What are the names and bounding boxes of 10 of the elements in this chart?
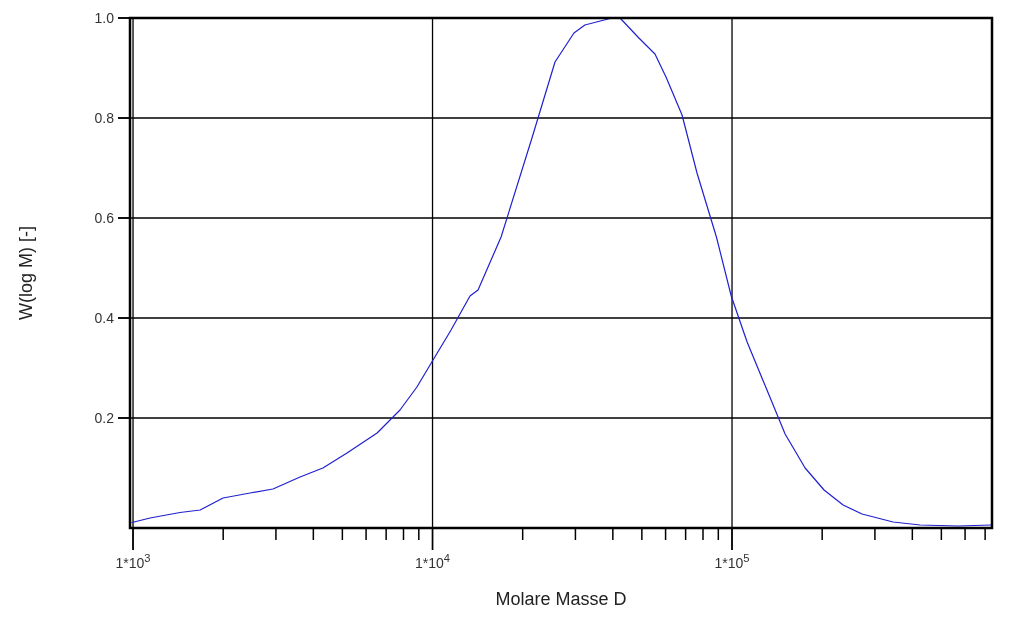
y-tick-label: 0.6 <box>94 209 115 226</box>
y-tick-label: 0.8 <box>94 109 115 126</box>
y-tick-label: 0.2 <box>94 409 115 426</box>
y-tick-label: 0.4 <box>94 309 115 326</box>
x-axis-title: Molare Masse D <box>495 589 627 609</box>
y-tick-label: 1.0 <box>94 9 115 26</box>
x-tick-label: 1*10$^{4}$ <box>415 552 451 571</box>
y-axis-title: W(log M) [-] <box>16 226 36 320</box>
x-tick-label: 1*10$^{3}$ <box>115 552 151 571</box>
x-tick-label: 1*10$^{5}$ <box>714 552 750 571</box>
